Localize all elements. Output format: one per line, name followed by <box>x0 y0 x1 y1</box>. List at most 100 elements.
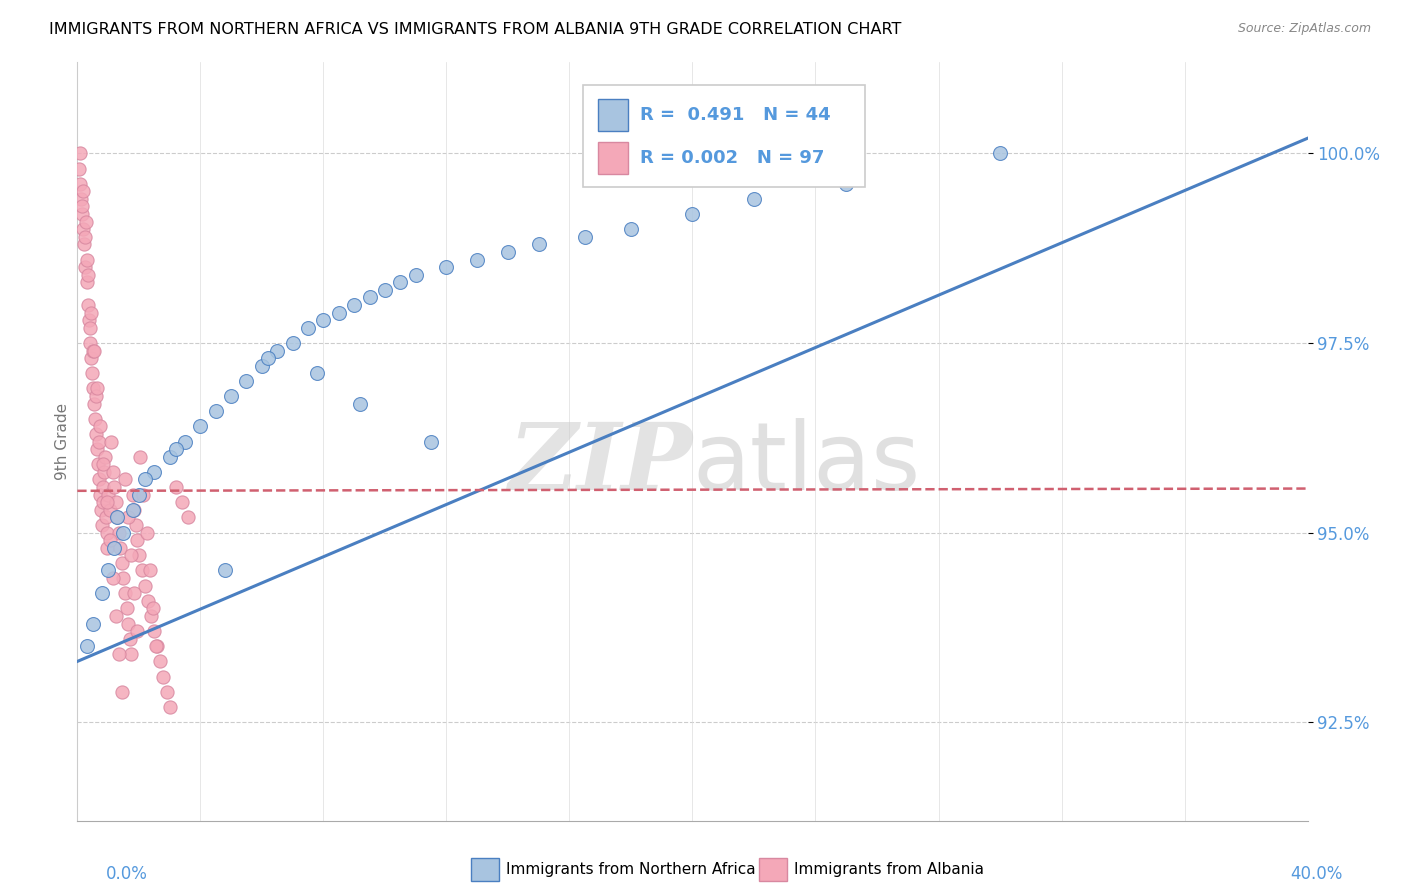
Point <box>146 640 169 654</box>
Point <box>136 594 159 608</box>
Point <box>84 427 107 442</box>
Point <box>104 495 127 509</box>
Point <box>97 488 120 502</box>
Point <box>80 306 103 320</box>
Point <box>82 616 104 631</box>
Y-axis label: 9th Grade: 9th Grade <box>55 403 70 480</box>
Point <box>100 434 122 449</box>
Point <box>73 260 96 275</box>
Point <box>86 389 108 403</box>
Point <box>91 480 114 494</box>
Point <box>120 549 142 563</box>
Point <box>87 473 110 487</box>
Point <box>89 434 111 449</box>
Point <box>132 488 155 502</box>
Point <box>742 192 765 206</box>
Point <box>496 245 519 260</box>
Point <box>142 601 165 615</box>
Point <box>266 343 288 358</box>
Point <box>143 624 166 639</box>
Point <box>527 237 550 252</box>
Point <box>128 488 150 502</box>
Point <box>115 601 138 615</box>
Point <box>988 146 1011 161</box>
Point <box>204 404 226 418</box>
Point <box>835 177 858 191</box>
Point <box>98 503 121 517</box>
Point <box>93 495 115 509</box>
Point <box>89 419 111 434</box>
Point <box>108 647 131 661</box>
Point <box>214 564 236 578</box>
Point <box>79 321 101 335</box>
Point <box>94 510 117 524</box>
Point <box>82 367 104 381</box>
Point <box>86 442 108 457</box>
Point <box>257 351 280 366</box>
Point <box>73 230 96 244</box>
Point <box>94 450 117 464</box>
Point <box>77 298 100 312</box>
Point <box>93 465 115 479</box>
Point <box>76 640 98 654</box>
Point <box>128 549 150 563</box>
Point <box>114 473 136 487</box>
Point <box>138 564 160 578</box>
Text: Source: ZipAtlas.com: Source: ZipAtlas.com <box>1237 22 1371 36</box>
Point <box>121 503 143 517</box>
Point <box>79 336 101 351</box>
Point <box>76 276 98 290</box>
Point <box>103 541 125 555</box>
Point <box>84 412 107 426</box>
Point <box>145 640 167 654</box>
Point <box>70 192 93 206</box>
Text: 0.0%: 0.0% <box>105 865 148 883</box>
Point <box>129 450 152 464</box>
Text: ZIP: ZIP <box>508 419 693 509</box>
Point <box>105 510 128 524</box>
Point <box>165 480 187 494</box>
Point <box>90 586 114 600</box>
Point <box>436 260 458 275</box>
Point <box>349 397 371 411</box>
Text: IMMIGRANTS FROM NORTHERN AFRICA VS IMMIGRANTS FROM ALBANIA 9TH GRADE CORRELATION: IMMIGRANTS FROM NORTHERN AFRICA VS IMMIG… <box>49 22 901 37</box>
Point <box>89 488 111 502</box>
Point <box>97 564 120 578</box>
Point <box>86 382 108 396</box>
Point <box>122 586 145 600</box>
Point <box>131 564 153 578</box>
Point <box>134 473 156 487</box>
Point <box>83 397 105 411</box>
Point <box>127 533 149 548</box>
Point <box>70 200 93 214</box>
Point <box>682 207 704 221</box>
Point <box>101 571 124 585</box>
Point <box>96 525 118 540</box>
Text: atlas: atlas <box>693 418 921 510</box>
Point <box>141 609 163 624</box>
Point <box>127 624 149 639</box>
Point <box>149 655 172 669</box>
Point <box>177 510 200 524</box>
Point <box>98 533 121 548</box>
Point <box>111 685 134 699</box>
Text: Immigrants from Albania: Immigrants from Albania <box>794 863 984 877</box>
Point <box>69 177 91 191</box>
Point <box>312 313 335 327</box>
Point <box>72 185 94 199</box>
Point <box>77 313 100 327</box>
Point <box>297 321 319 335</box>
Point <box>80 351 103 366</box>
Point <box>110 541 132 555</box>
Point <box>574 230 596 244</box>
Point <box>120 647 142 661</box>
Point <box>135 525 157 540</box>
Point <box>105 510 128 524</box>
Point <box>159 450 181 464</box>
Point <box>111 556 134 570</box>
Point <box>112 525 135 540</box>
Point <box>125 518 148 533</box>
Point <box>96 495 118 509</box>
Point <box>118 632 141 646</box>
Point <box>307 367 329 381</box>
